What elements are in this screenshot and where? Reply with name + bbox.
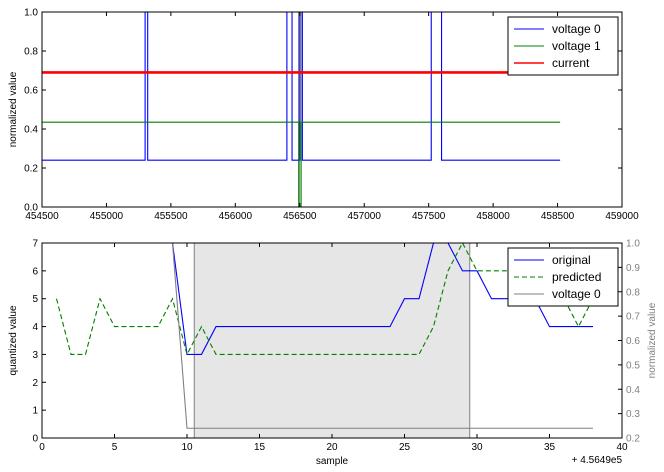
legend-label: current (552, 56, 590, 70)
x-tick-label: 35 (544, 442, 556, 453)
y2-axis-label: normalized value (647, 302, 658, 378)
series-line-1 (42, 121, 561, 207)
y-tick-label: 4 (32, 322, 38, 333)
y-tick-label: 6 (32, 266, 38, 277)
x-tick-label: 20 (326, 442, 338, 453)
x-tick-label: 456000 (219, 211, 253, 222)
axes-frame (41, 11, 623, 208)
y-tick-label: 3 (32, 350, 38, 361)
y2-tick-label: 0.9 (626, 263, 640, 274)
y2-tick-label: 0.7 (626, 312, 640, 323)
x-tick-label: 457500 (412, 211, 446, 222)
plot-area (42, 12, 561, 207)
series-line-0 (42, 12, 561, 161)
series-line-1 (55, 243, 594, 356)
legend-label: predicted (552, 270, 601, 284)
x-tick-label: 455500 (154, 211, 188, 222)
y2-tick-label: 0.3 (626, 409, 640, 420)
x-tick-label: 458500 (541, 211, 575, 222)
y-tick-label: 0.0 (24, 203, 38, 214)
x-tick-label: 40 (616, 442, 628, 453)
y-tick-label: 0 (32, 434, 38, 445)
legend: original predicted voltage 0 (507, 247, 619, 307)
y-tick-label: 0.6 (24, 86, 38, 97)
bottom-chart: 0 5 10 15 20 25 30 35 40 0 1 2 3 4 5 6 7 0.2 0.3 0.4 0.5 0.6 0… (8, 239, 658, 468)
legend: voltage 0 voltage 1 current (507, 16, 619, 76)
y-tick-label: 0.8 (24, 47, 38, 58)
legend-label: voltage 0 (552, 22, 601, 36)
x-offset-label: + 4.5649e5 (572, 455, 623, 466)
legend-label: voltage 0 (552, 287, 601, 301)
y-tick-label: 0.4 (24, 125, 38, 136)
x-tick-label: 5 (112, 442, 118, 453)
x-tick-label: 0 (39, 442, 45, 453)
y-tick-label: 0.2 (24, 164, 38, 175)
y-tick-label: 7 (32, 239, 38, 250)
legend-label: original (552, 253, 591, 267)
x-tick-label: 455000 (90, 211, 124, 222)
y-axis-label: quantized value (8, 305, 19, 375)
series-line-2 (171, 243, 593, 429)
y2-tick-label: 0.8 (626, 287, 640, 298)
x-tick-label: 456500 (283, 211, 317, 222)
y2-tick-label: 0.5 (626, 360, 640, 371)
x-tick-label: 459000 (605, 211, 639, 222)
shaded-region (194, 243, 470, 438)
y-tick-label: 1 (32, 406, 38, 417)
y-tick-label: 2 (32, 378, 38, 389)
x-tick-label: 15 (254, 442, 266, 453)
x-tick-label: 30 (471, 442, 483, 453)
x-tick-label: 25 (399, 442, 411, 453)
x-axis-label: sample (316, 456, 349, 467)
y-axis-label: normalized value (8, 71, 19, 147)
top-chart: 454500 455000 455500 456000 456500 457000 4575… (8, 8, 639, 223)
x-tick-label: 458000 (476, 211, 510, 222)
x-tick-label: 10 (181, 442, 193, 453)
y2-tick-label: 0.2 (626, 434, 640, 445)
y2-tick-label: 0.4 (626, 385, 640, 396)
x-tick-label: 454500 (25, 211, 59, 222)
y2-tick-label: 1.0 (626, 239, 640, 250)
y2-tick-label: 0.6 (626, 336, 640, 347)
y-tick-label: 1.0 (24, 8, 38, 19)
legend-label: voltage 1 (552, 39, 601, 53)
x-tick-label: 457000 (348, 211, 382, 222)
y-tick-label: 5 (32, 294, 38, 305)
